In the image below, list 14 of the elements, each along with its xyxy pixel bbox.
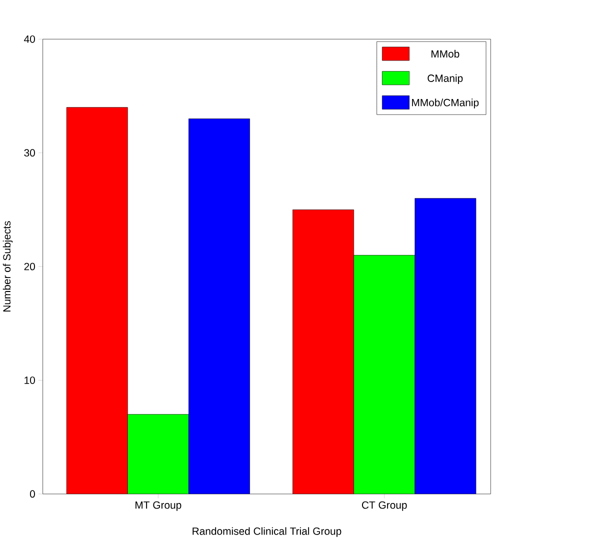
x-tick-label: CT Group	[362, 501, 407, 511]
legend-label: MMob/CManip	[412, 98, 479, 108]
bar	[292, 210, 354, 494]
legend-label: MMob	[432, 50, 460, 58]
y-tick-label: 20	[24, 262, 35, 270]
x-axis-title: Randomised Clinical Trial Group	[192, 527, 342, 538]
y-tick-label: 40	[24, 36, 35, 43]
legend-label: CManip	[428, 74, 463, 84]
bar	[66, 107, 128, 494]
y-tick-label: 0	[30, 490, 35, 498]
y-tick-label: 30	[24, 149, 35, 157]
y-tick-label: 10	[24, 376, 35, 384]
y-axis-title: Number of Subjects	[2, 221, 13, 312]
x-tick-label: MT Group	[136, 501, 182, 511]
